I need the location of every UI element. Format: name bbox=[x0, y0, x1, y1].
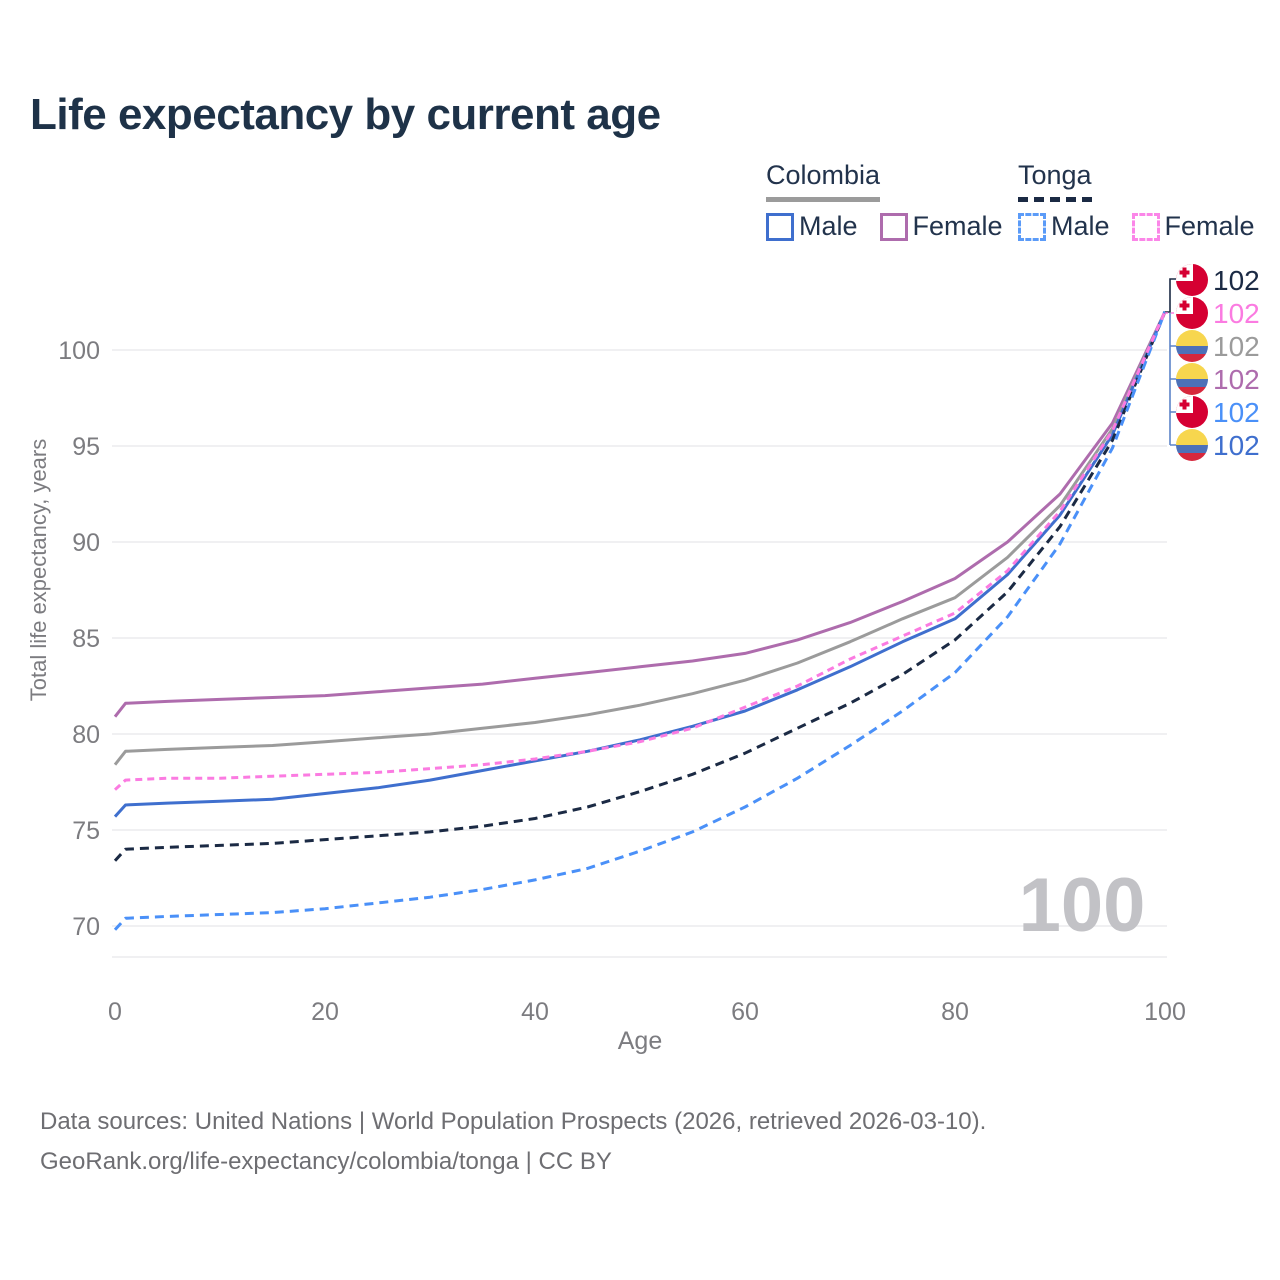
legend-label-colombia-female[interactable]: Female bbox=[912, 211, 1003, 241]
legend-checkbox-tonga-female[interactable] bbox=[1131, 212, 1160, 241]
series-line-tonga-female[interactable] bbox=[113, 310, 1167, 791]
y-tick-80: 80 bbox=[72, 721, 100, 749]
y-tick-75: 75 bbox=[72, 817, 100, 845]
end-value-label-tonga-all: 102 bbox=[1213, 265, 1260, 296]
legend-label-colombia-male[interactable]: Male bbox=[799, 211, 858, 241]
flag-icon-tonga bbox=[1176, 297, 1208, 329]
age-hover-watermark: 100 bbox=[1019, 863, 1146, 948]
legend-label-tonga-female[interactable]: Female bbox=[1164, 211, 1255, 241]
y-axis-title: Total life expectancy, years bbox=[26, 439, 51, 702]
end-value-label-colombia-all: 102 bbox=[1213, 331, 1260, 362]
legend-checkbox-colombia-female[interactable] bbox=[879, 212, 908, 241]
y-tick-85: 85 bbox=[72, 625, 100, 653]
x-tick-40: 40 bbox=[521, 998, 549, 1026]
footer-attribution: GeoRank.org/life-expectancy/colombia/ton… bbox=[40, 1148, 612, 1175]
series-line-colombia-female[interactable] bbox=[113, 310, 1167, 718]
footer-data-sources: Data sources: United Nations | World Pop… bbox=[40, 1108, 987, 1135]
y-tick-95: 95 bbox=[72, 433, 100, 461]
x-tick-0: 0 bbox=[108, 998, 122, 1026]
end-label-tonga-female: 102 bbox=[1176, 297, 1260, 329]
legend-label-tonga-male[interactable]: Male bbox=[1051, 211, 1110, 241]
x-tick-100: 100 bbox=[1144, 998, 1186, 1026]
flag-icon-colombia bbox=[1176, 429, 1208, 461]
y-tick-70: 70 bbox=[72, 913, 100, 941]
x-axis-title: Age bbox=[618, 1027, 662, 1055]
end-label-leader-top bbox=[1165, 278, 1177, 313]
footer: Data sources: United Nations | World Pop… bbox=[40, 1102, 986, 1182]
flag-icon-tonga bbox=[1176, 396, 1208, 428]
end-value-label-colombia-female: 102 bbox=[1213, 364, 1260, 395]
end-label-tonga-all: 102 bbox=[1176, 264, 1260, 296]
legend-country-tonga[interactable]: Tonga bbox=[1018, 160, 1092, 202]
legend-checkbox-colombia-male[interactable] bbox=[766, 212, 794, 241]
page-title: Life expectancy by current age bbox=[30, 90, 661, 139]
x-tick-60: 60 bbox=[731, 998, 759, 1026]
y-tick-90: 90 bbox=[72, 529, 100, 557]
end-label-colombia-female: 102 bbox=[1176, 363, 1260, 395]
series-line-colombia-all[interactable] bbox=[113, 310, 1167, 766]
end-label-colombia-male: 102 bbox=[1176, 429, 1260, 461]
end-label-tonga-male: 102 bbox=[1176, 396, 1260, 428]
x-tick-20: 20 bbox=[311, 998, 339, 1026]
end-value-label-tonga-female: 102 bbox=[1213, 298, 1260, 329]
legend-checkbox-tonga-male[interactable] bbox=[1018, 212, 1046, 241]
end-value-label-colombia-male: 102 bbox=[1213, 430, 1260, 461]
flag-icon-tonga bbox=[1176, 264, 1208, 296]
series-line-tonga-male[interactable] bbox=[113, 311, 1167, 931]
y-tick-100: 100 bbox=[58, 337, 100, 365]
series-line-tonga-all[interactable] bbox=[113, 311, 1167, 862]
end-label-leader-bottom bbox=[1169, 313, 1177, 446]
legend-group-colombia: Colombia Male Female bbox=[766, 160, 1025, 242]
flag-icon-colombia bbox=[1176, 363, 1208, 395]
legend-group-tonga: Tonga Male Female bbox=[1018, 160, 1277, 242]
legend-country-colombia[interactable]: Colombia bbox=[766, 160, 881, 202]
x-tick-80: 80 bbox=[941, 998, 969, 1026]
end-value-label-tonga-male: 102 bbox=[1213, 397, 1260, 428]
end-label-colombia-all: 102 bbox=[1176, 330, 1260, 362]
flag-icon-colombia bbox=[1176, 330, 1208, 362]
